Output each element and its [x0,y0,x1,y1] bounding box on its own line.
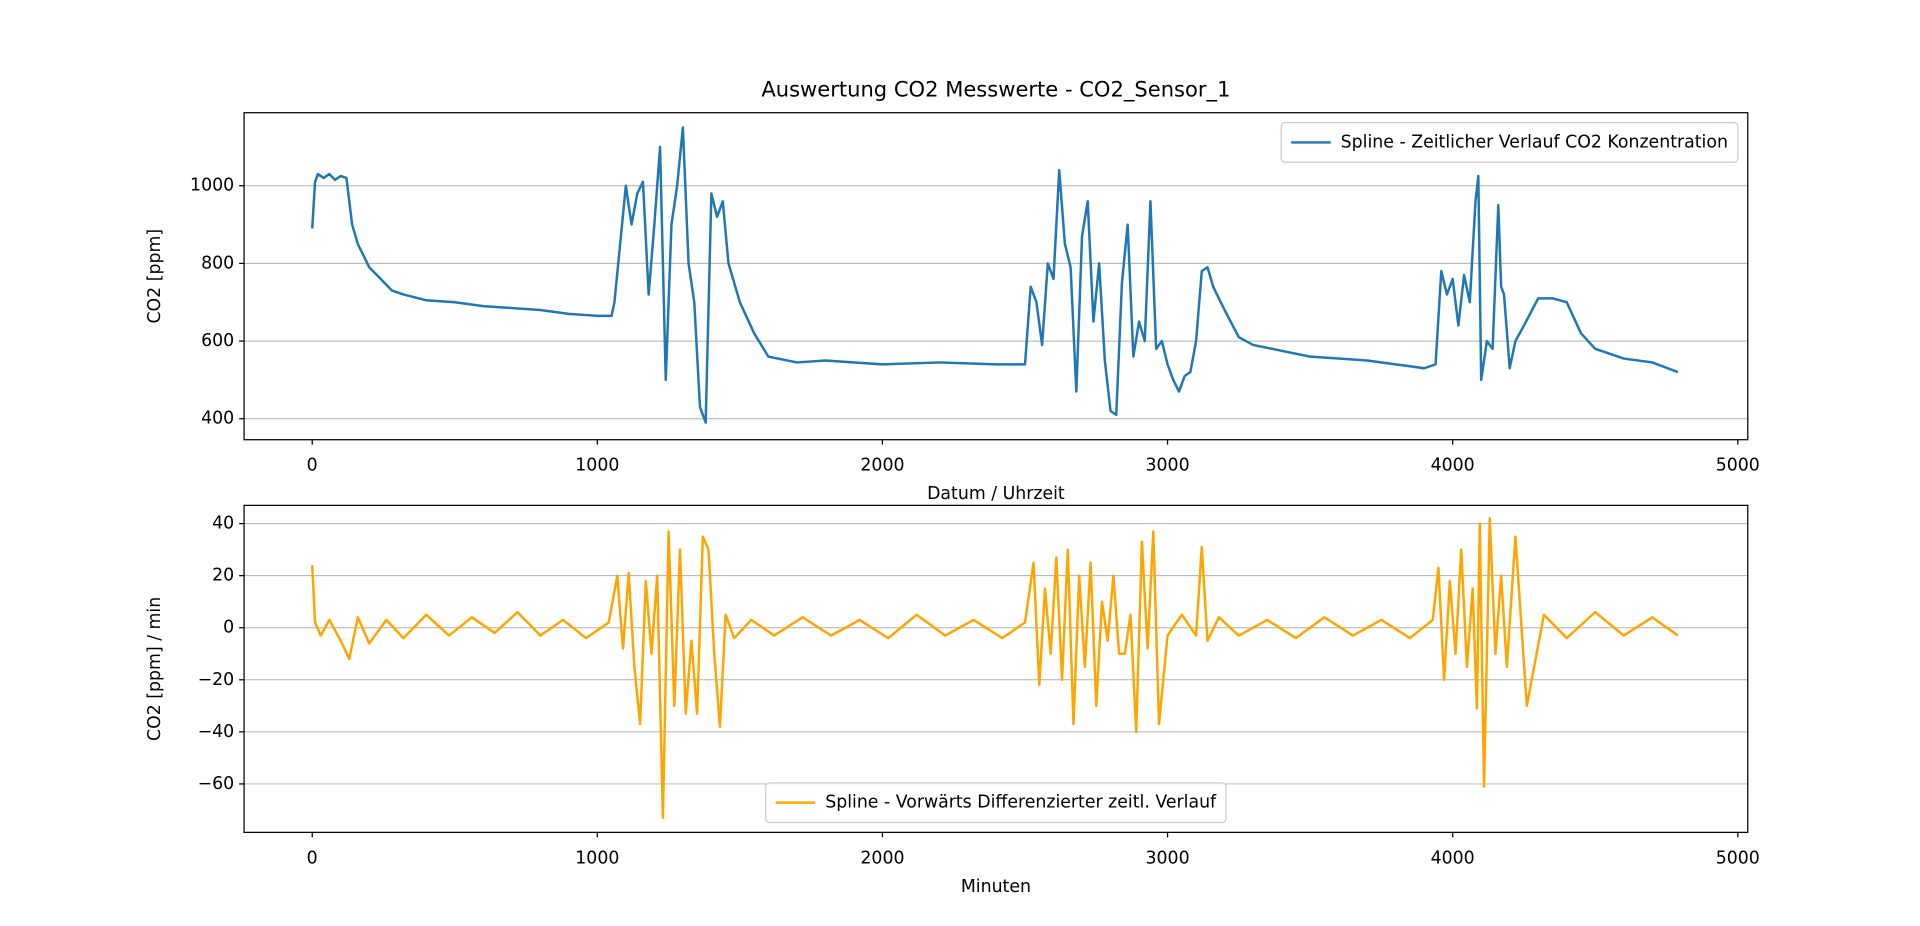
legend-label: Spline - Zeitlicher Verlauf CO2 Konzentr… [1341,132,1728,152]
y-tick-label: 600 [201,331,234,351]
x-tick-label: 2000 [860,456,904,476]
x-axis-label: Datum / Uhrzeit [927,484,1065,504]
legend: Spline - Zeitlicher Verlauf CO2 Konzentr… [1280,122,1739,163]
x-tick-label: 5000 [1716,456,1760,476]
x-tick-label: 0 [307,456,318,476]
y-tick-label: 800 [201,253,234,273]
y-tick-label: 20 [212,566,234,586]
data-line [310,126,1679,424]
x-tick-label: 5000 [1716,848,1760,868]
y-tick-label: 40 [212,514,234,534]
x-tick-label: 3000 [1146,456,1190,476]
axes-frame [243,112,1749,441]
legend-label: Spline - Vorwärts Differenzierter zeitl.… [825,793,1217,813]
chart-title: Auswertung CO2 Messwerte - CO2_Sensor_1 [761,76,1230,101]
x-axis-label: Minuten [961,877,1031,897]
y-tick-label: 0 [223,618,234,638]
y-tick-label: 400 [201,409,234,429]
y-axis-label: CO2 [ppm] [145,229,165,324]
y-tick-label: 1000 [190,176,234,196]
legend-box [1280,122,1739,163]
x-tick-label: 0 [307,848,318,868]
x-tick-label: 1000 [575,456,619,476]
x-tick-label: 3000 [1146,848,1190,868]
axes-frame [243,504,1749,833]
x-tick-label: 1000 [575,848,619,868]
y-tick-label: −20 [198,670,235,690]
y-tick-label: −40 [198,722,235,742]
x-tick-label: 2000 [860,848,904,868]
legend: Spline - Vorwärts Differenzierter zeitl.… [765,782,1227,824]
legend-box [765,782,1227,824]
y-tick-label: −60 [198,774,235,794]
y-axis-label: CO2 [ppm] / min [145,597,165,741]
x-tick-label: 4000 [1431,456,1475,476]
data-line [310,517,1679,820]
x-tick-label: 4000 [1431,848,1475,868]
